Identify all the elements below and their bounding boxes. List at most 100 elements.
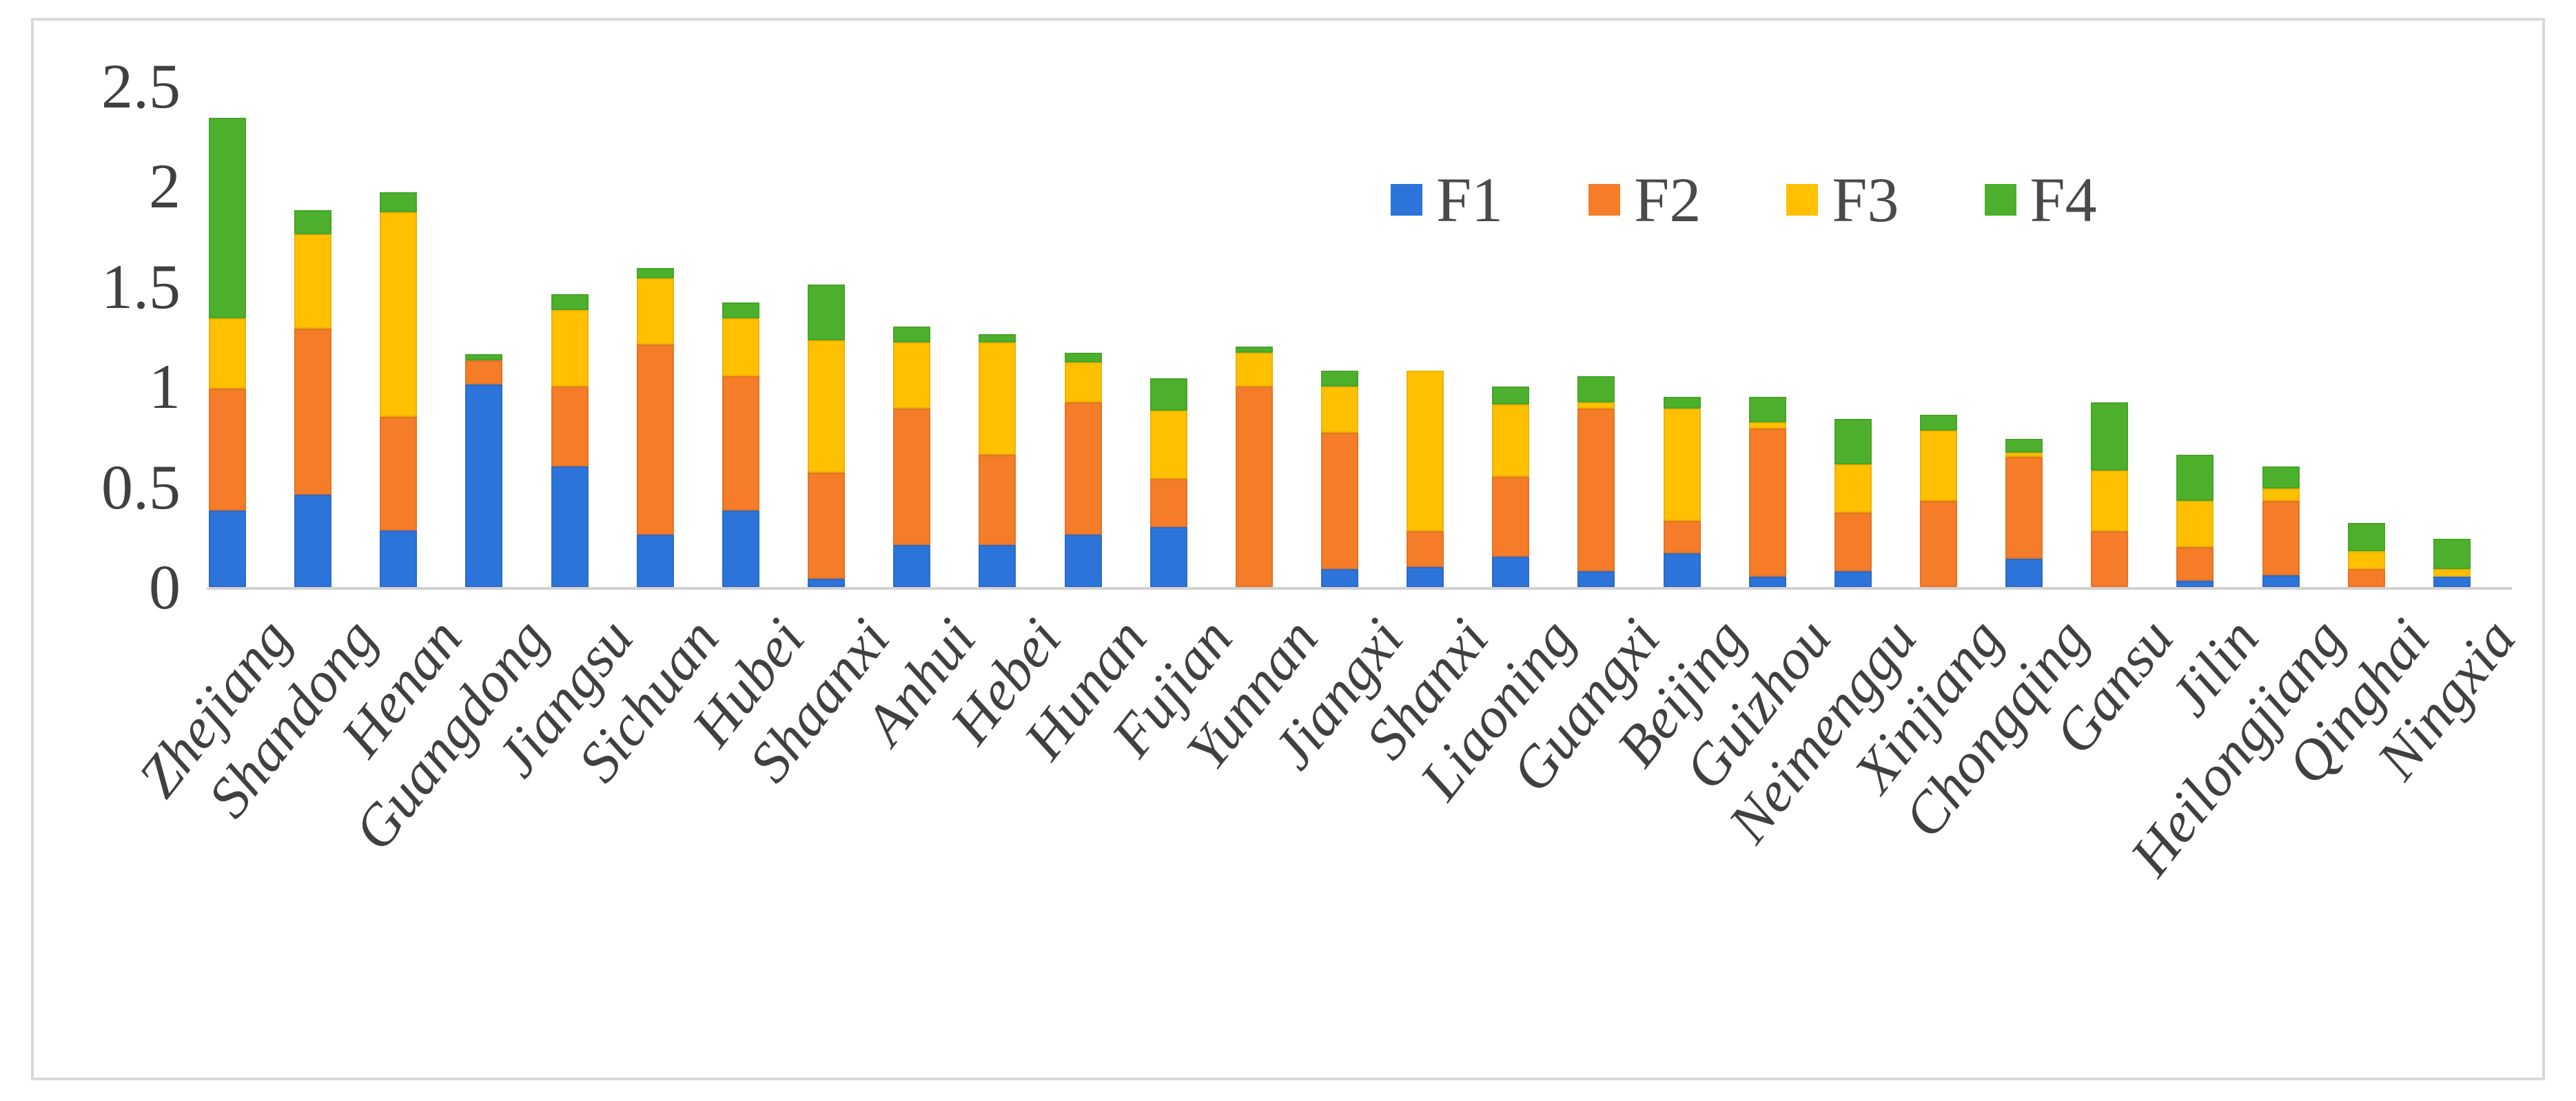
bar-segment-f1-shaanxi — [808, 579, 846, 587]
bar-segment-f4-heilongjiang — [2262, 466, 2300, 489]
bar-segment-f1-chongqing — [2005, 559, 2043, 587]
bar-segment-f3-xinjiang — [1920, 431, 1957, 501]
bar-segment-f1-jiangsu — [551, 466, 589, 587]
bar-segment-f2-jiangxi — [1320, 432, 1358, 569]
y-axis-tick-label: 1 — [149, 351, 181, 422]
bar-segment-f1-heilongjiang — [2262, 575, 2300, 587]
bar-segment-f4-beijing — [1663, 396, 1701, 409]
bar-segment-f1-neimenggu — [1834, 570, 1872, 587]
bar-yunnan — [1235, 346, 1273, 587]
bar-guizhou — [1748, 396, 1786, 587]
bar-segment-f1-jilin — [2176, 581, 2214, 587]
legend-swatch-f3-icon — [1786, 184, 1819, 216]
bar-henan — [380, 192, 418, 587]
bar-segment-f2-hubei — [722, 376, 759, 511]
bar-segment-f1-guizhou — [1748, 577, 1786, 587]
bar-segment-f3-shanxi — [1407, 370, 1444, 531]
bar-shanxi — [1407, 370, 1444, 587]
bar-segment-f4-shaanxi — [808, 284, 846, 341]
bar-anhui — [893, 326, 931, 587]
bar-segment-f1-sichuan — [636, 535, 674, 587]
bar-segment-f4-anhui — [893, 326, 931, 342]
bar-segment-f4-guizhou — [1748, 396, 1786, 423]
bar-neimenggu — [1834, 418, 1872, 587]
bar-segment-f1-shanxi — [1407, 566, 1444, 587]
bar-segment-f1-shandong — [294, 495, 332, 587]
bar-segment-f4-guangdong — [465, 354, 503, 361]
bar-segment-f2-guizhou — [1748, 429, 1786, 577]
bar-segment-f3-guizhou — [1748, 422, 1786, 429]
bar-segment-f2-shandong — [294, 328, 332, 495]
y-axis-tick-label: 2 — [149, 151, 181, 221]
bar-segment-f4-hubei — [722, 302, 759, 319]
bar-shaanxi — [808, 284, 846, 587]
bar-segment-f4-hunan — [1064, 352, 1102, 363]
bar-segment-f4-chongqing — [2005, 438, 2043, 453]
bar-segment-f4-shandong — [294, 209, 332, 234]
bar-heilongjiang — [2262, 466, 2300, 587]
bar-segment-f3-shandong — [294, 234, 332, 329]
y-axis-tick-label: 1.5 — [101, 251, 181, 322]
legend-swatch-f4-icon — [1984, 184, 2016, 216]
bar-segment-f4-guangxi — [1577, 376, 1615, 403]
bar-segment-f2-shaanxi — [808, 473, 846, 579]
bar-shandong — [294, 209, 332, 587]
bar-ningxia — [2433, 539, 2471, 587]
bar-segment-f3-hubei — [722, 318, 759, 377]
bar-segment-f2-xinjiang — [1920, 500, 1957, 587]
bar-segment-f4-gansu — [2091, 402, 2129, 471]
bar-segment-f3-neimenggu — [1834, 464, 1872, 513]
bar-segment-f2-guangdong — [465, 360, 503, 385]
bar-segment-f1-ningxia — [2433, 577, 2471, 587]
bar-segment-f1-beijing — [1663, 553, 1701, 587]
bar-segment-f3-chongqing — [2005, 453, 2043, 457]
bar-segment-f2-beijing — [1663, 520, 1701, 553]
bar-segment-f4-jiangsu — [551, 294, 589, 311]
bar-segment-f3-yunnan — [1235, 352, 1273, 387]
bar-segment-f4-jilin — [2176, 454, 2214, 501]
bar-segment-f4-ningxia — [2433, 539, 2471, 569]
bar-xinjiang — [1920, 414, 1957, 587]
bar-segment-f4-neimenggu — [1834, 418, 1872, 465]
bar-hunan — [1064, 352, 1102, 587]
bar-segment-f1-hubei — [722, 511, 759, 587]
bar-segment-f2-shanxi — [1407, 531, 1444, 567]
bar-segment-f3-hunan — [1064, 362, 1102, 403]
legend-item-f4: F4 — [1984, 165, 2097, 234]
bar-hubei — [722, 302, 759, 587]
bar-segment-f4-jiangxi — [1320, 370, 1358, 387]
bar-segment-f3-ningxia — [2433, 568, 2471, 577]
bar-segment-f2-hebei — [979, 454, 1016, 545]
bar-segment-f1-fujian — [1149, 526, 1187, 587]
bar-segment-f2-jiangsu — [551, 386, 589, 467]
legend-item-f3: F3 — [1786, 165, 1899, 234]
bar-segment-f2-sichuan — [636, 344, 674, 535]
legend-label-f3: F3 — [1832, 165, 1899, 235]
legend-label-f1: F1 — [1436, 165, 1504, 235]
x-axis-line — [207, 587, 2512, 590]
bar-segment-f3-jilin — [2176, 500, 2214, 547]
bar-segment-f3-anhui — [893, 342, 931, 409]
bar-segment-f2-zhejiang — [209, 388, 246, 511]
bar-segment-f3-gansu — [2091, 471, 2129, 531]
bar-segment-f2-gansu — [2091, 531, 2129, 587]
bar-segment-f4-fujian — [1149, 378, 1187, 411]
bar-segment-f4-qinghai — [2347, 522, 2385, 551]
bar-segment-f4-sichuan — [636, 268, 674, 278]
bar-segment-f1-hunan — [1064, 535, 1102, 587]
bar-segment-f4-hebei — [979, 334, 1016, 342]
bar-segment-f2-hunan — [1064, 402, 1102, 535]
y-axis-tick-label: 2.5 — [101, 50, 181, 121]
bar-segment-f2-guangxi — [1577, 408, 1615, 571]
bar-segment-f1-liaoning — [1492, 557, 1530, 587]
bar-segment-f3-jiangxi — [1320, 386, 1358, 433]
bar-zhejiang — [209, 118, 246, 587]
legend-swatch-f1-icon — [1391, 184, 1422, 216]
y-axis-tick-label: 0 — [149, 552, 181, 622]
bar-guangxi — [1577, 376, 1615, 587]
legend-item-f1: F1 — [1391, 165, 1503, 234]
bar-chongqing — [2005, 438, 2043, 587]
bar-segment-f1-jiangxi — [1320, 568, 1358, 587]
bar-qinghai — [2347, 522, 2385, 587]
bar-liaoning — [1492, 387, 1530, 587]
